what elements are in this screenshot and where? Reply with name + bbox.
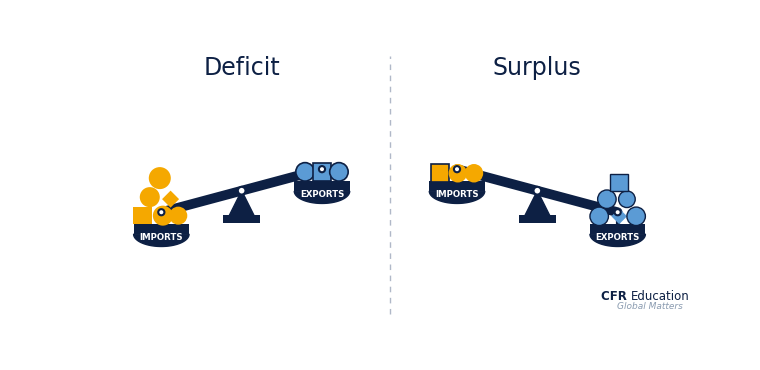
Bar xyxy=(431,165,449,182)
Bar xyxy=(313,163,331,181)
Text: Surplus: Surplus xyxy=(493,56,581,80)
Circle shape xyxy=(140,187,160,207)
Circle shape xyxy=(597,190,616,208)
Polygon shape xyxy=(230,191,254,215)
Polygon shape xyxy=(611,208,627,224)
Text: EXPORTS: EXPORTS xyxy=(299,190,344,199)
Polygon shape xyxy=(590,234,645,246)
Circle shape xyxy=(169,206,187,225)
Circle shape xyxy=(590,207,609,226)
Bar xyxy=(519,215,556,223)
Polygon shape xyxy=(525,191,549,215)
Circle shape xyxy=(238,187,245,195)
Polygon shape xyxy=(429,191,485,204)
Circle shape xyxy=(619,191,635,208)
Circle shape xyxy=(296,163,315,181)
Circle shape xyxy=(615,209,621,215)
Polygon shape xyxy=(294,191,350,204)
Text: Deficit: Deficit xyxy=(203,56,280,80)
Circle shape xyxy=(330,163,348,181)
Bar xyxy=(590,224,645,234)
Circle shape xyxy=(158,209,164,215)
Bar xyxy=(133,207,152,224)
Text: Global Matters: Global Matters xyxy=(617,302,682,311)
Text: CFR: CFR xyxy=(600,290,631,303)
Text: Education: Education xyxy=(631,290,689,303)
Text: IMPORTS: IMPORTS xyxy=(140,233,183,242)
Bar xyxy=(223,215,260,223)
Circle shape xyxy=(448,164,467,182)
Bar xyxy=(610,174,628,191)
Bar xyxy=(429,181,485,191)
Circle shape xyxy=(464,164,483,182)
Circle shape xyxy=(627,207,645,226)
Circle shape xyxy=(149,167,171,189)
Bar xyxy=(134,224,189,234)
Text: EXPORTS: EXPORTS xyxy=(596,233,640,242)
Circle shape xyxy=(454,166,460,172)
Polygon shape xyxy=(134,234,189,246)
Circle shape xyxy=(153,206,173,226)
Circle shape xyxy=(534,187,541,195)
Text: IMPORTS: IMPORTS xyxy=(435,190,479,199)
Polygon shape xyxy=(162,191,179,208)
Circle shape xyxy=(319,166,325,172)
Bar xyxy=(294,181,350,191)
